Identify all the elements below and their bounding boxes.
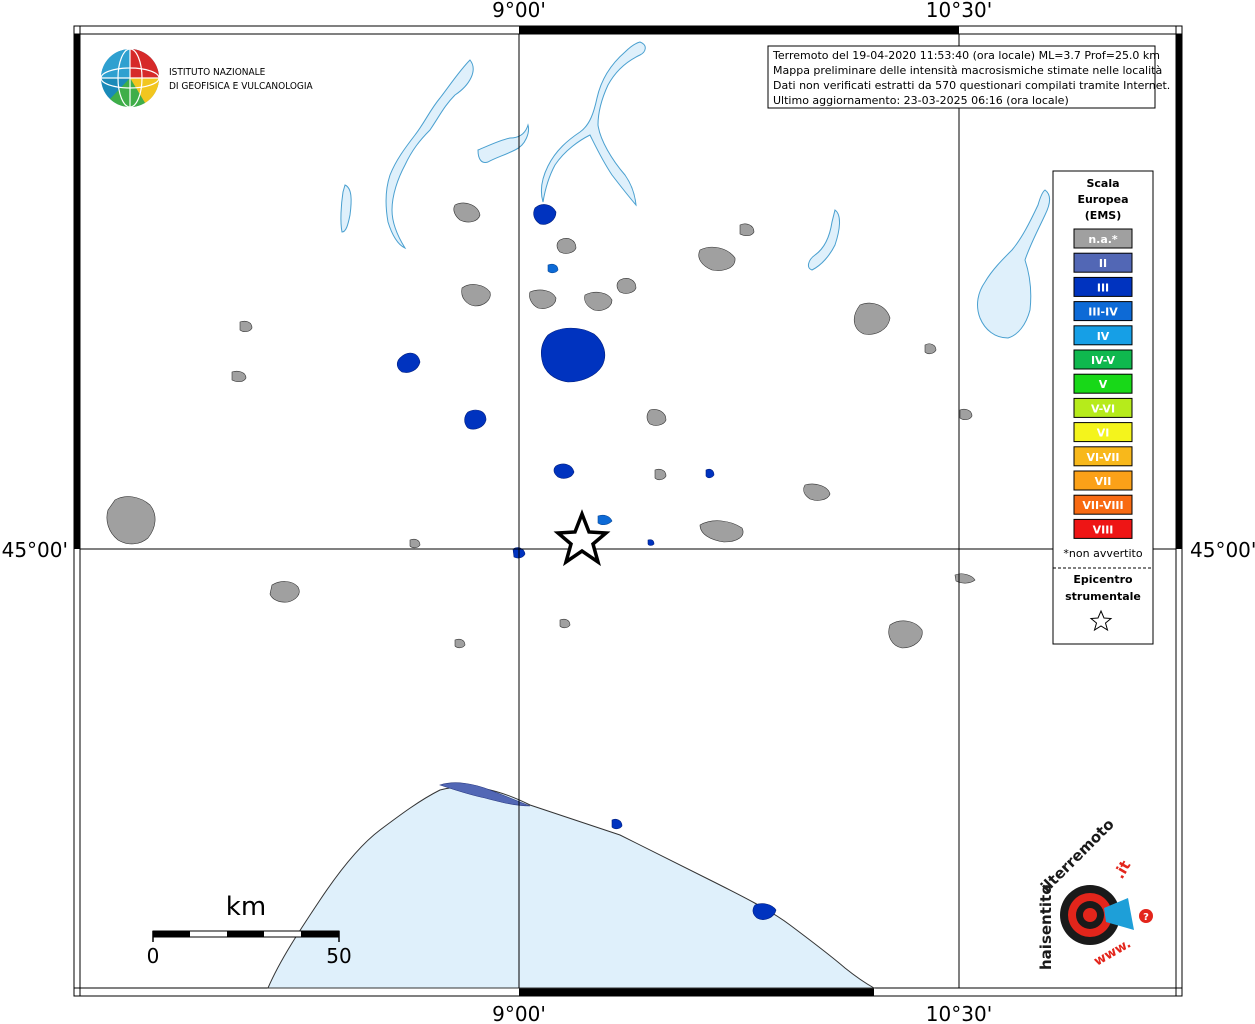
- logo-text-ilterremoto: ilterremoto: [1037, 815, 1118, 896]
- institute-line1: ISTITUTO NAZIONALE: [169, 67, 266, 78]
- institute-line2: DI GEOFISICA E VULCANOLOGIA: [169, 81, 314, 92]
- legend-label: VII-VIII: [1082, 499, 1123, 512]
- logo-text-it: .it: [1110, 857, 1135, 882]
- legend-swatch: [1073, 518, 1133, 539]
- legend-swatch: [1073, 422, 1133, 443]
- legend-label: IV-V: [1091, 354, 1116, 367]
- legend-label: III: [1097, 281, 1109, 294]
- legend-label: IV: [1097, 330, 1110, 343]
- legend-label: n.a.*: [1088, 233, 1118, 246]
- legend-swatch: [1073, 494, 1133, 515]
- lat-label-right: 45°00': [1190, 538, 1255, 562]
- localities-not-felt: [106, 202, 976, 649]
- legend-swatch: [1073, 228, 1133, 249]
- haisentito-logo: ? haisentito ilterremoto .it www.: [1037, 815, 1153, 970]
- localities-intensity-iii-iv: [547, 263, 613, 526]
- legend-items: n.a.*IIIIIIII-IVIVIV-VVV-VIVIVI-VIIVIIVI…: [1073, 228, 1133, 539]
- legend-epicenter-line1: Epicentro: [1073, 573, 1133, 586]
- legend-label: VI: [1097, 427, 1110, 440]
- legend-swatch: [1073, 301, 1133, 322]
- legend-swatch: [1073, 325, 1133, 346]
- ingv-logo: ISTITUTO NAZIONALE DI GEOFISICA E VULCAN…: [100, 48, 314, 108]
- scale-bar: km 0 50: [147, 892, 352, 968]
- legend-swatch: [1073, 349, 1133, 370]
- lon-label-bottom-left: 9°00': [492, 1002, 546, 1024]
- scale-unit: km: [226, 892, 266, 922]
- info-line3: Dati non verificati estratti da 570 ques…: [773, 79, 1170, 92]
- legend-swatch: [1073, 373, 1133, 394]
- lon-label-top-left: 9°00': [492, 0, 546, 22]
- info-box: Terremoto del 19-04-2020 11:53:40 (ora l…: [767, 45, 1170, 109]
- info-line1: Terremoto del 19-04-2020 11:53:40 (ora l…: [772, 49, 1160, 62]
- legend-label: III-IV: [1088, 306, 1118, 319]
- legend-label: II: [1099, 257, 1107, 270]
- lat-label-left: 45°00': [2, 538, 68, 562]
- scale-end: 50: [326, 944, 351, 968]
- sea: [267, 786, 876, 989]
- logo-text-haisentito: haisentito: [1037, 884, 1055, 970]
- info-line4: Ultimo aggiornamento: 23-03-2025 06:16 (…: [773, 94, 1069, 107]
- lon-label-bottom-right: 10°30': [926, 1002, 992, 1024]
- megaphone-icon: [1104, 898, 1134, 930]
- legend-epicenter-line2: strumentale: [1065, 590, 1141, 603]
- svg-text:?: ?: [1143, 912, 1149, 923]
- epicenter-star: [553, 509, 611, 567]
- lon-label-top-right: 10°30': [926, 0, 992, 22]
- legend-label: VII: [1095, 475, 1112, 488]
- legend: Scala Europea (EMS) n.a.*IIIIIIII-IVIVIV…: [1052, 170, 1154, 645]
- localities-intensity-iii: [396, 204, 777, 920]
- legend-note: *non avvertito: [1063, 547, 1142, 560]
- legend-title-line3: (EMS): [1085, 209, 1121, 222]
- legend-label: VIII: [1093, 523, 1114, 536]
- legend-swatch: [1073, 470, 1133, 491]
- legend-star-icon: [1089, 609, 1113, 632]
- legend-label: V-VI: [1091, 402, 1115, 415]
- scale-start: 0: [147, 944, 160, 968]
- info-line2: Mappa preliminare delle intensità macros…: [773, 64, 1162, 77]
- legend-swatch: [1073, 397, 1133, 418]
- graticule: [80, 34, 1176, 988]
- legend-swatch: [1073, 446, 1133, 467]
- legend-label: V: [1099, 378, 1108, 391]
- legend-label: VI-VII: [1086, 451, 1119, 464]
- lakes: [340, 41, 1050, 339]
- legend-swatch: [1073, 276, 1133, 297]
- legend-title-line1: Scala: [1086, 177, 1119, 190]
- legend-title-line2: Europea: [1077, 193, 1128, 206]
- legend-swatch: [1073, 252, 1133, 273]
- map-frame: [73, 25, 1183, 997]
- question-icon: [1139, 909, 1153, 923]
- localities-intensity-ii: [439, 782, 531, 807]
